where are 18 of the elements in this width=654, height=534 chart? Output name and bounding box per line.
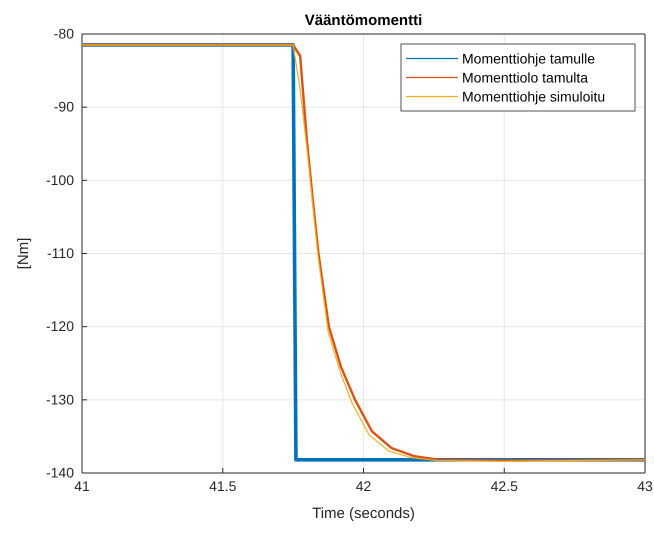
y-tick-label: -80 bbox=[54, 25, 74, 42]
x-tick-label: 41 bbox=[74, 478, 90, 494]
x-tick-label: 41.5 bbox=[209, 478, 237, 494]
y-axis-title: [Nm] bbox=[15, 238, 32, 270]
x-tick-label: 42.5 bbox=[490, 478, 518, 494]
x-tick-label: 43 bbox=[637, 478, 653, 494]
y-tick-label: -120 bbox=[46, 318, 74, 334]
y-tick-label: -90 bbox=[54, 98, 74, 115]
legend-label: Momenttiolo tamulta bbox=[462, 70, 588, 86]
y-tick-label: -110 bbox=[47, 244, 74, 261]
chart-title: Vääntömomentti bbox=[304, 12, 422, 29]
y-tick-label: -140 bbox=[46, 464, 74, 480]
y-tick-label: -100 bbox=[46, 172, 74, 188]
legend-label: Momenttiohje tamulle bbox=[462, 50, 596, 66]
y-tick-label: -130 bbox=[46, 391, 74, 408]
x-tick-label: 42 bbox=[356, 478, 372, 494]
legend-label: Momenttiohje simuloitu bbox=[462, 88, 606, 104]
x-axis-title: Time (seconds) bbox=[312, 505, 415, 522]
